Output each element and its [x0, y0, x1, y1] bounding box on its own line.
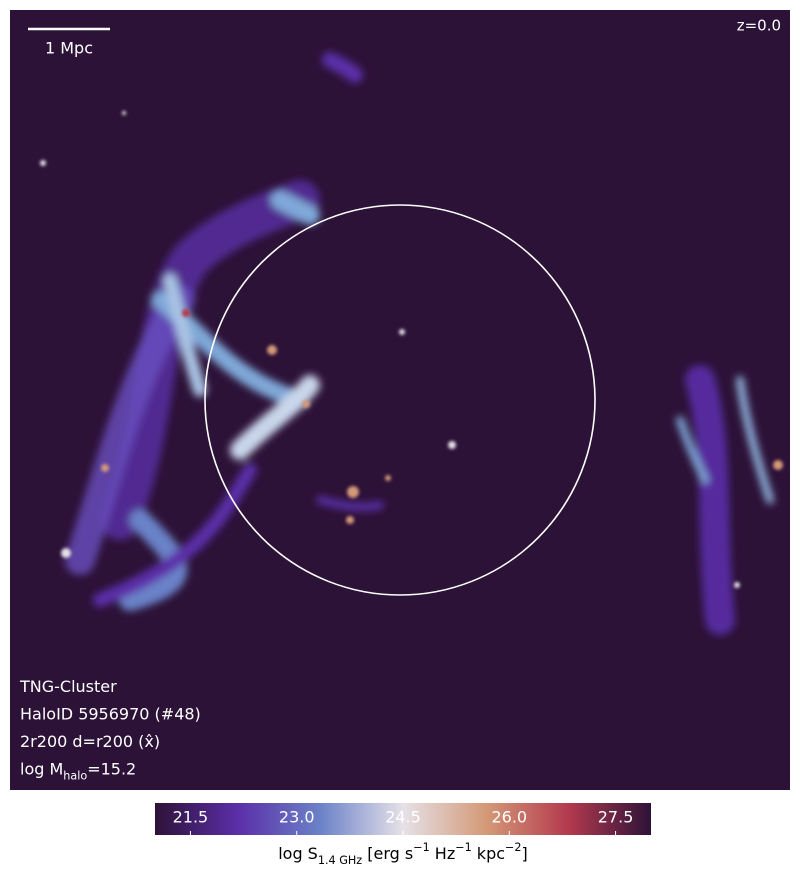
text-part: −1	[455, 841, 472, 854]
colorbar-tick-label: 21.5	[173, 808, 209, 827]
text-part: Hz	[430, 844, 456, 863]
scale-bar-label: 1 Mpc	[45, 39, 93, 58]
colorbar-tick-label: 23.0	[279, 808, 315, 827]
text-part: =15.2	[87, 759, 136, 778]
redshift-label: z=0.0	[737, 17, 781, 35]
text-part: 1.4 GHz	[318, 854, 362, 867]
text-part: −1	[413, 841, 430, 854]
colorbar-tick-label: 24.5	[385, 808, 421, 827]
colorbar-ticks: 21.5 23.0 24.5 26.0 27.5	[173, 808, 634, 835]
info-block: TNG-Cluster HaloID 5956970 (#48) 2r200 d=r…	[19, 677, 201, 783]
text-part: ]	[522, 844, 528, 863]
text-part: TNG-Cluster	[19, 677, 117, 696]
colorbar-tick-label: 26.0	[491, 808, 527, 827]
colorbar	[155, 803, 651, 835]
emission-map	[40, 52, 783, 635]
info-line: HaloID 5956970 (#48)	[20, 704, 201, 723]
info-line: TNG-Cluster	[19, 677, 117, 696]
colorbar-label: log S1.4 GHz [erg s−1 Hz−1 kpc−2]	[278, 841, 528, 867]
text-part: −2	[505, 841, 522, 854]
text-part: 2r200 d=r200 (x̂)	[20, 732, 160, 751]
info-line: 2r200 d=r200 (x̂)	[20, 732, 160, 751]
text-part: kpc	[472, 844, 505, 863]
r200-circle	[204, 204, 596, 596]
text-part: [erg s	[362, 844, 413, 863]
text-part: halo	[63, 769, 87, 782]
info-line: log Mhalo=15.2	[20, 759, 136, 782]
colorbar-tick-label: 27.5	[598, 808, 634, 827]
text-part: log S	[278, 844, 318, 863]
text-part: log M	[20, 759, 63, 778]
text-part: HaloID 5956970 (#48)	[20, 704, 201, 723]
